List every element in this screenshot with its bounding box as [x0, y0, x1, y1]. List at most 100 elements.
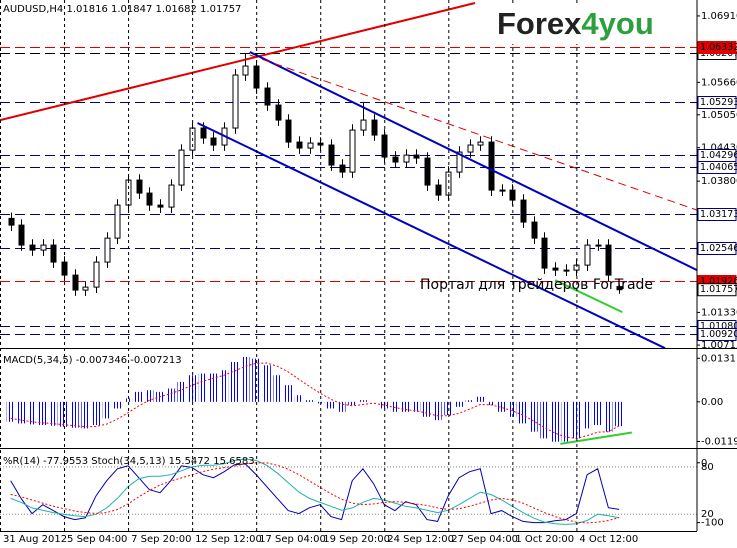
histogram-bar: [412, 401, 421, 412]
level-box: [697, 41, 737, 54]
layer: [0, 0, 697, 531]
histogram-bar: [17, 401, 26, 424]
trend-line: [0, 2, 476, 122]
histogram-bar: [294, 395, 303, 402]
histogram-bar: [81, 401, 90, 429]
panel-title: %R(14) -77.9553 Stoch(34,5,13) 15.5472 1…: [3, 456, 255, 467]
candle-body: [200, 127, 207, 139]
candle-body: [499, 189, 506, 192]
panel: [0, 2, 697, 348]
x-tick-label: 19 Sep 20:00: [323, 534, 390, 545]
histogram-bar: [305, 400, 314, 402]
candle-body: [61, 261, 68, 276]
candle-body: [242, 65, 249, 76]
candle-body: [157, 204, 164, 208]
histogram-bar: [220, 370, 229, 402]
candle-body: [563, 269, 570, 272]
trend-line: [560, 431, 633, 445]
y-tick-label: 1.06910: [701, 11, 737, 22]
histogram-bar: [124, 398, 133, 402]
candle-body: [339, 164, 346, 173]
candle-body: [275, 104, 282, 121]
level-label: 1.00920: [700, 329, 737, 340]
candle-body: [349, 129, 356, 173]
watermark-clip: Портал для трейдеров ForTrade: [420, 277, 653, 293]
watermark: Портал для трейдеров ForTrade: [420, 277, 653, 293]
labels: 31 Aug 2012 5 Sep 04:00 7 Sep 20:00 12 Sep …: [3, 11, 737, 545]
trend-line: [554, 279, 623, 314]
candle-body: [595, 244, 602, 247]
histogram-bar: [102, 401, 111, 419]
histogram-bar: [326, 401, 335, 409]
y-tick-label: 0: [701, 458, 707, 469]
histogram-bar: [230, 361, 239, 402]
histogram-bar: [358, 400, 367, 402]
y-tick-label: 20: [701, 509, 714, 520]
x-tick-label: 7 Sep 20:00: [131, 534, 191, 545]
histogram-bar: [540, 401, 549, 439]
candle-body: [50, 244, 57, 263]
candle-body: [477, 141, 484, 146]
price-label: 1.01757: [700, 284, 737, 295]
histogram-bar: [529, 401, 538, 432]
level-box: [697, 161, 737, 174]
level-label: 1.04065: [700, 162, 737, 173]
level-label: 1.02546: [700, 243, 737, 254]
histogram-bar: [497, 401, 506, 412]
candle-body: [232, 74, 239, 129]
histogram-bar: [593, 401, 602, 426]
histogram-bar: [198, 373, 207, 402]
x-tick-label: 24 Sep 12:00: [387, 534, 454, 545]
y-tick-label: 1.03800: [701, 176, 737, 187]
chart-title: AUDUSD,H4 1.01816 1.01847 1.01682 1.0175…: [3, 4, 241, 15]
level-box: [697, 242, 737, 255]
candle-body: [136, 179, 143, 194]
candle-body: [360, 119, 367, 131]
y-tick-label: 1.00715: [701, 340, 737, 351]
histogram-bar: [476, 396, 485, 402]
histogram-bar: [113, 401, 122, 409]
candle-body: [584, 244, 591, 266]
logo-part: Forex: [497, 6, 582, 41]
candle-body: [72, 274, 79, 291]
histogram-bar: [28, 401, 37, 425]
histogram-bar: [422, 401, 431, 417]
panel-title: MACD(5,34,5) -0.007346 -0.007213: [3, 355, 182, 366]
candle-body: [456, 151, 463, 173]
level-label: 1.04296: [700, 150, 737, 161]
candle-body: [114, 204, 121, 239]
x-tick-label: 12 Sep 12:00: [195, 534, 262, 545]
candle-body: [541, 237, 548, 269]
x-tick-label: 31 Aug 2012: [3, 534, 67, 545]
level-box: [697, 328, 737, 341]
level-label: 1.03173: [700, 209, 737, 220]
histogram-bar: [337, 401, 346, 412]
candle-body: [531, 221, 538, 239]
histogram-bar: [145, 390, 154, 402]
candle-body: [29, 244, 36, 251]
candle-body: [435, 184, 442, 196]
histogram-bar: [188, 375, 197, 402]
y-tick-label: 0.0131: [701, 353, 736, 364]
price-box: [697, 283, 737, 297]
y-tick-label: 1.01330: [701, 307, 737, 318]
candle-body: [424, 157, 431, 186]
y-tick-label: -0.01193: [701, 436, 737, 447]
trend-line: [249, 51, 697, 271]
candle-body: [371, 119, 378, 136]
x-tick-label: 1 Oct 20:00: [515, 534, 574, 545]
y-tick-label: -100: [701, 518, 724, 529]
panel: [6, 356, 633, 445]
y-tick-label: 1.05050: [701, 110, 737, 121]
histogram-bar: [38, 401, 47, 426]
candle-body: [488, 141, 495, 191]
logo-box: [490, 4, 693, 44]
candle-body: [520, 199, 527, 223]
candle-body: [18, 224, 25, 246]
histogram-bar: [6, 401, 15, 422]
candle-body: [328, 144, 335, 166]
histogram-bar: [134, 391, 143, 402]
x-tick-label: 4 Oct 12:00: [579, 534, 638, 545]
oscillator-line: [10, 463, 620, 524]
